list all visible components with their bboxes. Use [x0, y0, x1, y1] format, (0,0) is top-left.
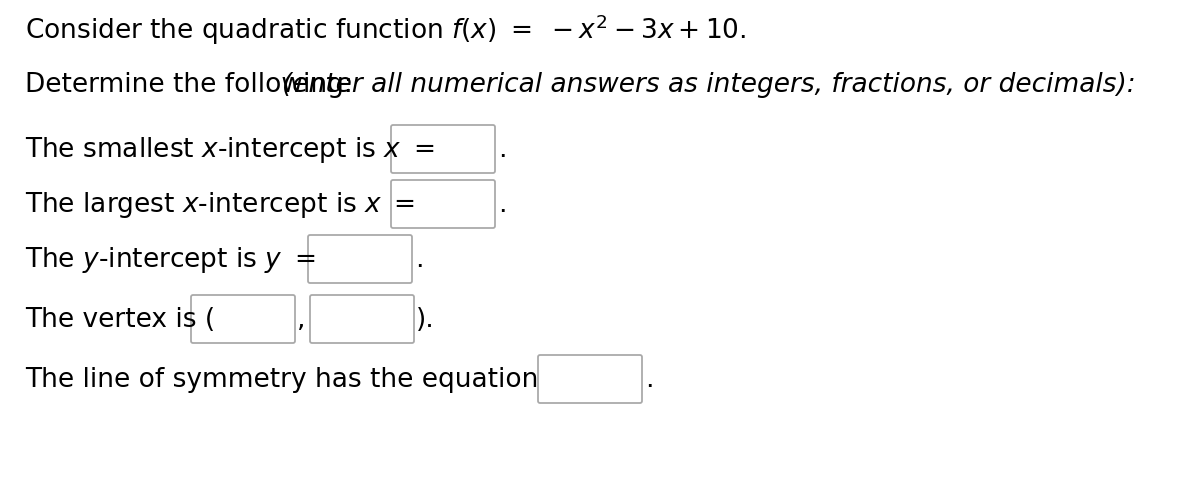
Text: The line of symmetry has the equation: The line of symmetry has the equation [25, 366, 539, 392]
Text: (enter all numerical answers as integers, fractions, or decimals):: (enter all numerical answers as integers… [282, 72, 1135, 98]
FancyBboxPatch shape [391, 126, 496, 174]
Text: Consider the quadratic function $f(x)\ =\ -x^2 - 3x + 10.$: Consider the quadratic function $f(x)\ =… [25, 13, 746, 47]
Text: The vertex is (: The vertex is ( [25, 306, 215, 333]
Text: The $y$-intercept is $y\ =$: The $y$-intercept is $y\ =$ [25, 244, 316, 274]
FancyBboxPatch shape [538, 355, 642, 403]
FancyBboxPatch shape [308, 236, 412, 284]
FancyBboxPatch shape [310, 295, 414, 343]
Text: .: . [498, 192, 506, 217]
Text: The smallest $x$-intercept is $x\ =$: The smallest $x$-intercept is $x\ =$ [25, 135, 434, 165]
FancyBboxPatch shape [391, 181, 496, 228]
Text: The largest $x$-intercept is $x\ =$: The largest $x$-intercept is $x\ =$ [25, 190, 415, 220]
Text: .: . [415, 246, 424, 272]
Text: Determine the following:: Determine the following: [25, 72, 361, 98]
FancyBboxPatch shape [191, 295, 295, 343]
Text: ,: , [298, 306, 306, 333]
Text: .: . [646, 366, 654, 392]
Text: .: . [498, 136, 506, 163]
Text: ).: ). [416, 306, 434, 333]
